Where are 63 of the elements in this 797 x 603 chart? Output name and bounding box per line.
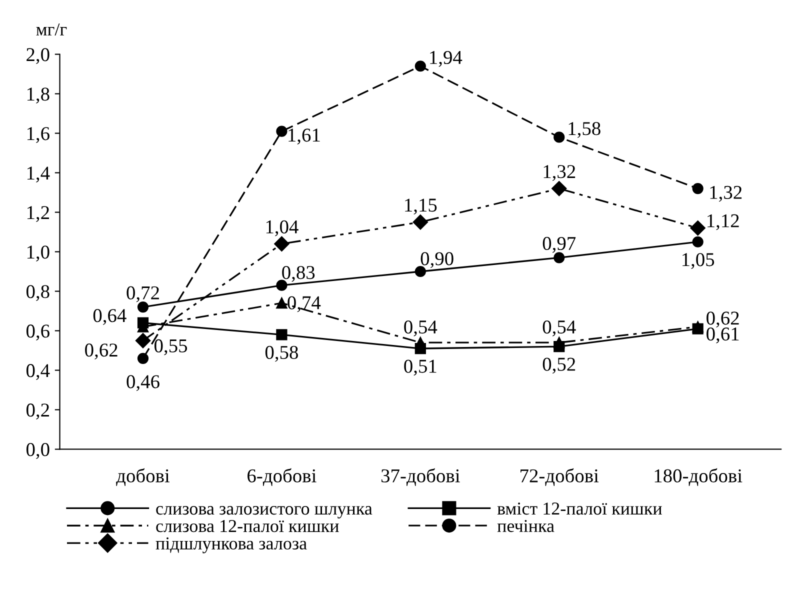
data-label: 0,97 [542, 236, 576, 253]
data-label: 0,90 [420, 252, 454, 268]
data-label: 0,83 [282, 266, 315, 282]
point [276, 329, 288, 340]
point [276, 298, 288, 309]
data-label: 1,04 [266, 220, 298, 236]
y-tick-label: 0,8 [26, 285, 50, 301]
point [554, 252, 565, 264]
x-tick-label: 72-добові [520, 468, 599, 486]
data-label: 0,62 [85, 344, 118, 360]
point [276, 126, 288, 137]
point [692, 183, 704, 194]
legend-label: слизова 12-палої кишки [156, 520, 339, 532]
y-tick-label: 1,8 [27, 88, 50, 104]
y-tick-label: 1,0 [27, 246, 50, 262]
y-tick-label: 1,2 [27, 206, 49, 222]
point [135, 333, 151, 348]
x-tick-label: 180-добові [654, 468, 742, 486]
data-label: 1,12 [708, 214, 739, 230]
point [414, 337, 426, 348]
data-label: 0,74 [288, 296, 321, 312]
x-tick-label: 6-добові [248, 468, 316, 486]
y-tick-label: 0,0 [26, 443, 50, 459]
data-label: 1,94 [430, 50, 462, 67]
data-label: 1,61 [288, 128, 320, 145]
point [137, 352, 149, 364]
y-tick-label: 1,4 [27, 166, 50, 182]
data-label: 0,46 [126, 375, 160, 392]
y-tick-label: 0,2 [26, 404, 49, 420]
legend-label: слизова залозистого шлунка [156, 506, 372, 518]
point [554, 337, 565, 348]
point [692, 236, 704, 248]
point [554, 132, 565, 143]
point [274, 236, 290, 252]
legend-label: підшлункова залоза [156, 537, 307, 554]
y-axis-title: мг/г [36, 23, 67, 36]
point [552, 180, 567, 196]
data-label: 1,15 [405, 198, 437, 215]
data-label: 0,51 [404, 360, 436, 376]
data-label: 0,62 [706, 312, 739, 328]
x-tick-label: 37-добові [381, 468, 460, 486]
data-label: 0,64 [93, 309, 126, 325]
y-tick-label: 2,0 [26, 48, 50, 64]
point [412, 214, 428, 230]
legend-label: вміст 12-палої кишки [497, 502, 662, 515]
data-label: 1,58 [568, 122, 600, 138]
data-label: 0,55 [154, 339, 188, 356]
data-label: 0,54 [404, 320, 438, 336]
data-label: 0,52 [542, 358, 576, 374]
y-tick-label: 1,6 [27, 127, 50, 143]
x-tick-label: добові [116, 468, 170, 486]
data-label: 0,72 [126, 286, 159, 302]
data-label: 1,32 [544, 165, 576, 181]
data-label: 1,32 [710, 186, 742, 202]
data-label: 0,61 [706, 327, 739, 344]
point [414, 60, 426, 72]
y-tick-label: 0,4 [26, 364, 50, 380]
data-label: 1,05 [682, 253, 714, 269]
point [690, 220, 706, 236]
data-label: 0,58 [265, 346, 298, 362]
data-label: 0,54 [542, 320, 576, 336]
legend-label: печінка [497, 520, 554, 532]
y-tick-label: 0,6 [26, 324, 50, 340]
